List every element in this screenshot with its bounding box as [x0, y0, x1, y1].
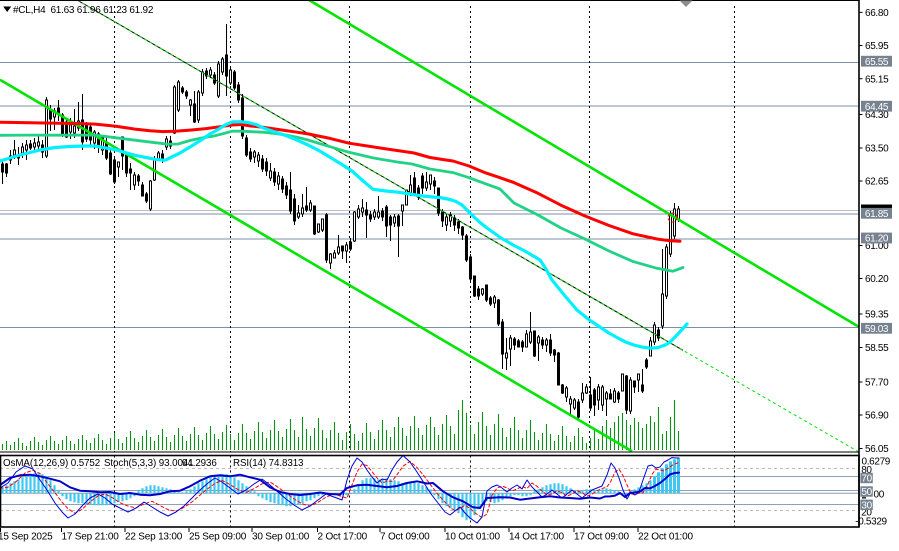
svg-text:25 Sep 09:00: 25 Sep 09:00 — [189, 531, 247, 542]
svg-text:17 Oct 09:00: 17 Oct 09:00 — [574, 531, 629, 542]
svg-text:59.03: 59.03 — [865, 324, 889, 335]
svg-text:OsMA(12,26,9) 0.5752: OsMA(12,26,9) 0.5752 — [3, 458, 100, 469]
svg-text:10 Oct 01:00: 10 Oct 01:00 — [445, 531, 500, 542]
svg-text:00: 00 — [874, 490, 885, 501]
svg-text:22 Sep 13:00: 22 Sep 13:00 — [125, 531, 183, 542]
svg-text:30 Sep 01:00: 30 Sep 01:00 — [252, 531, 310, 542]
svg-text:58.55: 58.55 — [865, 343, 889, 354]
svg-text:2 Oct 17:00: 2 Oct 17:00 — [318, 531, 368, 542]
svg-text:-0.5329: -0.5329 — [855, 517, 887, 528]
svg-text:50: 50 — [861, 487, 872, 498]
svg-text:20: 20 — [861, 508, 872, 519]
svg-text:65.15: 65.15 — [865, 74, 889, 85]
svg-text:66.80: 66.80 — [865, 8, 889, 19]
svg-text:Stoch(5,3,3) 93.0041: Stoch(5,3,3) 93.0041 — [104, 458, 194, 469]
svg-text:57.70: 57.70 — [865, 378, 889, 389]
svg-text:94.2936: 94.2936 — [182, 458, 217, 469]
svg-text:60.20: 60.20 — [865, 274, 889, 285]
svg-text:RSI(14) 74.8313: RSI(14) 74.8313 — [233, 458, 304, 469]
svg-text:30: 30 — [861, 500, 872, 511]
svg-text:0.6279: 0.6279 — [862, 456, 891, 467]
svg-text:61.00: 61.00 — [865, 241, 889, 252]
svg-text:#CL,H4 61.63 61.96 61.23 61.9: #CL,H4 61.63 61.96 61.23 61.92 — [13, 5, 154, 16]
svg-text:64.45: 64.45 — [865, 102, 889, 113]
svg-text:61.85: 61.85 — [865, 209, 889, 220]
svg-text:7 Oct 09:00: 7 Oct 09:00 — [380, 531, 430, 542]
svg-text:65.55: 65.55 — [865, 57, 889, 68]
svg-text:61.20: 61.20 — [865, 234, 889, 245]
svg-text:70: 70 — [861, 474, 872, 485]
svg-text:65.95: 65.95 — [865, 41, 889, 52]
svg-text:17 Sep 21:00: 17 Sep 21:00 — [62, 531, 120, 542]
svg-text:56.90: 56.90 — [865, 411, 889, 422]
svg-text:64.30: 64.30 — [865, 110, 889, 121]
svg-text:80: 80 — [861, 465, 872, 476]
svg-text:59.35: 59.35 — [865, 310, 889, 321]
svg-text:14 Oct 17:00: 14 Oct 17:00 — [509, 531, 564, 542]
svg-text:62.65: 62.65 — [865, 177, 889, 188]
svg-text:15 Sep 2025: 15 Sep 2025 — [0, 531, 53, 542]
svg-text:22 Oct 01:00: 22 Oct 01:00 — [638, 531, 693, 542]
svg-text:63.50: 63.50 — [865, 144, 889, 155]
svg-text:56.05: 56.05 — [865, 444, 889, 455]
